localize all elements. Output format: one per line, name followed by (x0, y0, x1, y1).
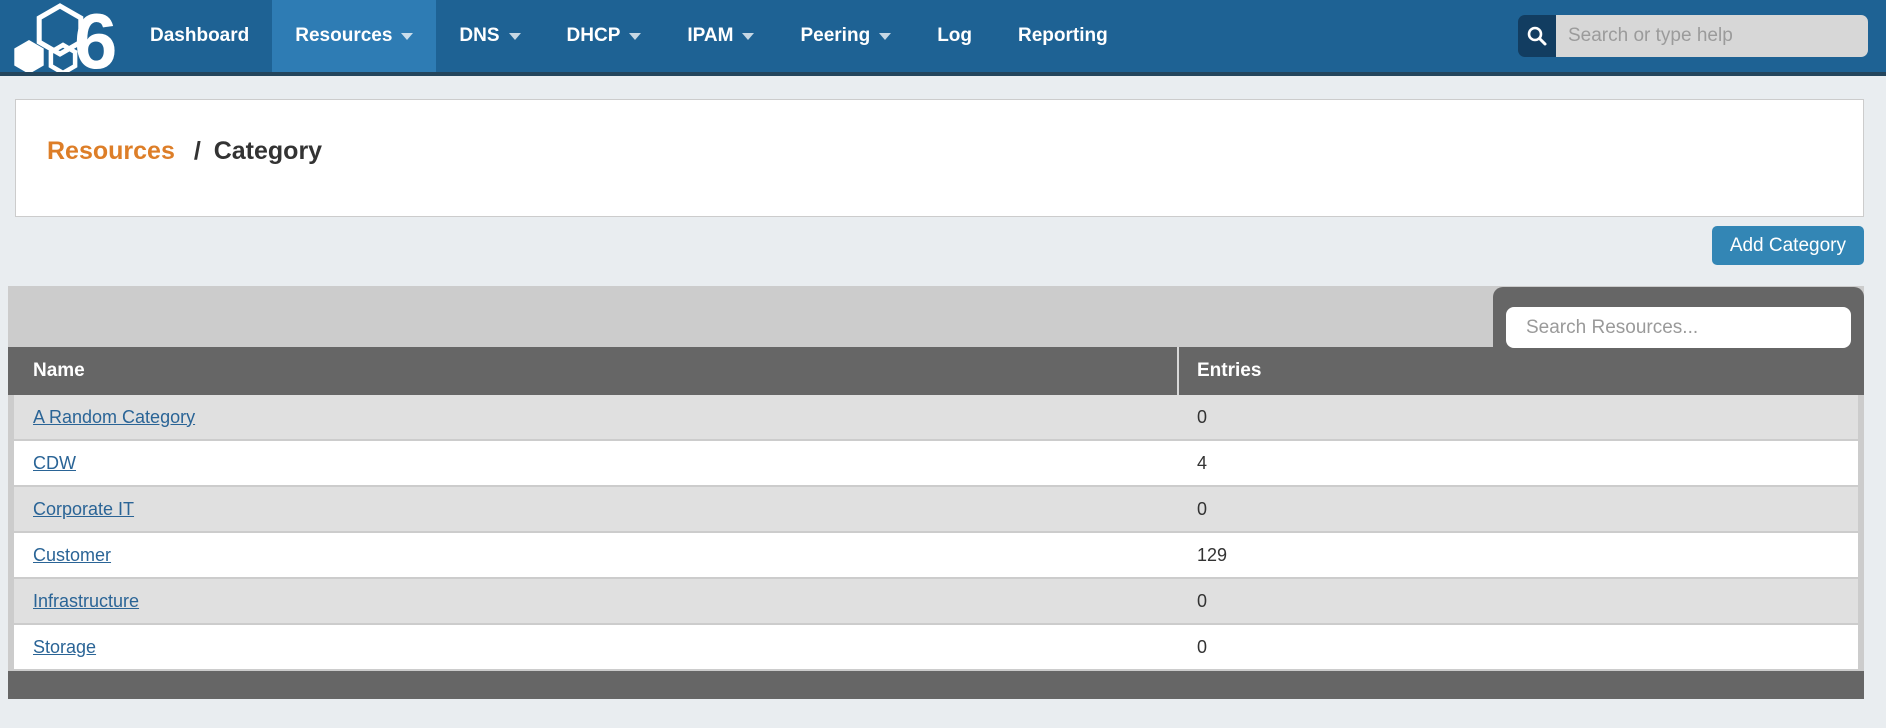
table-footer-bar (8, 671, 1864, 699)
page-title: Category (213, 137, 323, 165)
breadcrumb-section-link[interactable]: Resources (47, 137, 175, 165)
entries-cell: 0 (1197, 498, 1208, 519)
column-header-name[interactable]: Name (33, 360, 85, 381)
breadcrumb-separator: / (193, 137, 201, 165)
chevron-down-icon (742, 32, 755, 40)
nav-item-log[interactable]: Log (914, 0, 995, 72)
logo-six-glyph: 6 (74, 2, 117, 72)
category-name-cell: Infrastructure (14, 591, 1177, 612)
nav-label: Reporting (1018, 25, 1108, 46)
category-link[interactable]: A Random Category (33, 406, 196, 427)
breadcrumb-panel: Resources / Category (15, 99, 1864, 217)
search-icon-button[interactable] (1518, 15, 1556, 57)
category-name-cell: Corporate IT (14, 499, 1177, 520)
6connect-logo[interactable]: 6 (8, 2, 118, 72)
category-name-cell: CDW (14, 453, 1177, 474)
table-row: Customer 129 (14, 533, 1858, 579)
nav-item-dhcp[interactable]: DHCP (544, 0, 665, 72)
entries-cell: 129 (1197, 544, 1228, 565)
search-resources-input[interactable] (1506, 307, 1851, 348)
table-body: A Random Category 0 CDW 4 Corporate IT 0… (14, 395, 1858, 671)
breadcrumb: Resources / Category (47, 137, 322, 166)
nav-label: Dashboard (150, 25, 250, 46)
global-search-input[interactable] (1556, 15, 1868, 57)
category-table: Name Entries A Random Category 0 CDW 4 C… (8, 286, 1864, 699)
category-name-cell: A Random Category (14, 407, 1177, 428)
logo-hexagon-small-icon (48, 42, 78, 72)
column-divider (1177, 347, 1179, 395)
nav-item-reporting[interactable]: Reporting (995, 0, 1131, 72)
chevron-down-icon (508, 32, 521, 40)
entries-cell: 4 (1197, 452, 1208, 473)
category-name-cell: Storage (14, 637, 1177, 658)
add-category-button[interactable]: Add Category (1711, 226, 1864, 265)
nav-item-dashboard[interactable]: Dashboard (127, 0, 272, 72)
nav-item-peering[interactable]: Peering (777, 0, 914, 72)
search-icon (1527, 26, 1547, 46)
nav-label: Peering (800, 25, 871, 46)
column-header-entries[interactable]: Entries (1197, 360, 1262, 381)
global-search (1518, 15, 1868, 57)
category-link[interactable]: Infrastructure (33, 590, 140, 611)
category-name-cell: Customer (14, 545, 1177, 566)
top-navbar: 6 Dashboard Resources DNS DHCP IPAM Peer… (0, 0, 1886, 76)
table-row: Corporate IT 0 (14, 487, 1858, 533)
nav-label: DNS (459, 25, 500, 46)
table-row: Storage 0 (14, 625, 1858, 671)
table-toolbar (8, 286, 1864, 395)
nav-label: Log (937, 25, 973, 46)
nav-item-ipam[interactable]: IPAM (664, 0, 777, 72)
nav-label: Resources (295, 25, 393, 46)
table-search-container (1493, 287, 1864, 395)
logo-hexagon-filled-icon (14, 40, 44, 72)
entries-cell: 0 (1197, 590, 1208, 611)
main-nav: Dashboard Resources DNS DHCP IPAM Peerin… (127, 0, 1131, 72)
category-link[interactable]: Corporate IT (33, 498, 135, 519)
table-row: A Random Category 0 (14, 395, 1858, 441)
table-row: CDW 4 (14, 441, 1858, 487)
table-row: Infrastructure 0 (14, 579, 1858, 625)
chevron-down-icon (629, 32, 642, 40)
chevron-down-icon (401, 32, 414, 40)
chevron-down-icon (879, 32, 892, 40)
logo-hexagon-outline-icon (36, 3, 84, 57)
entries-cell: 0 (1197, 406, 1208, 427)
category-link[interactable]: CDW (33, 452, 76, 473)
category-link[interactable]: Customer (33, 544, 112, 565)
nav-label: DHCP (566, 25, 621, 46)
nav-item-dns[interactable]: DNS (436, 0, 543, 72)
nav-label: IPAM (687, 25, 734, 46)
entries-cell: 0 (1197, 636, 1208, 657)
nav-item-resources[interactable]: Resources (272, 0, 437, 72)
category-link[interactable]: Storage (33, 636, 97, 657)
